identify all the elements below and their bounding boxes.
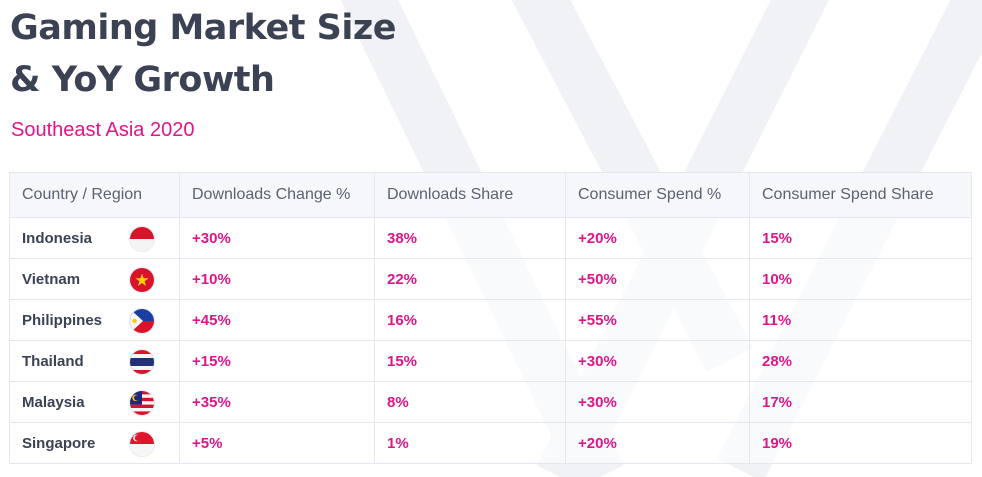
downloads-share-cell: 16% bbox=[374, 299, 566, 341]
downloads-change-cell: +10% bbox=[179, 258, 375, 300]
consumer-spend-share-cell: 10% bbox=[749, 258, 972, 300]
consumer-spend-share-cell: 11% bbox=[749, 299, 972, 341]
table-header-row: Country / Region Downloads Change % Down… bbox=[9, 172, 972, 218]
singapore-flag-icon bbox=[129, 431, 155, 457]
country-name: Philippines bbox=[22, 311, 103, 329]
consumer-spend-share-cell: 17% bbox=[749, 381, 972, 423]
column-header-consumer-spend: Consumer Spend % bbox=[565, 172, 750, 218]
title-line-2: & YoY Growth bbox=[10, 60, 275, 100]
page-title: Gaming Market Size & YoY Growth bbox=[10, 2, 396, 106]
consumer-spend-share-cell: 19% bbox=[749, 422, 972, 464]
country-cell: Indonesia bbox=[9, 217, 180, 259]
table-row: Indonesia +30% 38% +20% 15% bbox=[9, 217, 972, 259]
country-cell: Vietnam bbox=[9, 258, 180, 300]
table-row: Malaysia +35% 8% +30% 17% bbox=[9, 381, 972, 423]
consumer-spend-cell: +30% bbox=[565, 381, 750, 423]
table-row: Singapore +5% 1% +20% 19% bbox=[9, 422, 972, 464]
consumer-spend-share-cell: 15% bbox=[749, 217, 972, 259]
country-name: Indonesia bbox=[22, 229, 93, 247]
thailand-flag-icon bbox=[129, 349, 155, 375]
consumer-spend-cell: +20% bbox=[565, 217, 750, 259]
downloads-change-cell: +15% bbox=[179, 340, 375, 382]
consumer-spend-cell: +50% bbox=[565, 258, 750, 300]
downloads-change-cell: +30% bbox=[179, 217, 375, 259]
consumer-spend-cell: +55% bbox=[565, 299, 750, 341]
indonesia-flag-icon bbox=[129, 226, 155, 252]
table-row: Vietnam +10% 22% +50% 10% bbox=[9, 258, 972, 300]
country-name: Thailand bbox=[22, 352, 84, 370]
column-header-country: Country / Region bbox=[9, 172, 180, 218]
philippines-flag-icon bbox=[129, 308, 155, 334]
vietnam-flag-icon bbox=[129, 267, 155, 293]
country-name: Singapore bbox=[22, 434, 96, 452]
downloads-change-cell: +35% bbox=[179, 381, 375, 423]
title-line-1: Gaming Market Size bbox=[10, 8, 396, 48]
market-table: Country / Region Downloads Change % Down… bbox=[9, 172, 972, 464]
downloads-change-cell: +5% bbox=[179, 422, 375, 464]
downloads-share-cell: 8% bbox=[374, 381, 566, 423]
consumer-spend-cell: +30% bbox=[565, 340, 750, 382]
country-cell: Philippines bbox=[9, 299, 180, 341]
country-cell: Singapore bbox=[9, 422, 180, 464]
column-header-downloads-change: Downloads Change % bbox=[179, 172, 375, 218]
downloads-share-cell: 22% bbox=[374, 258, 566, 300]
country-cell: Thailand bbox=[9, 340, 180, 382]
table-row: Philippines +45% 16% +55% 11% bbox=[9, 299, 972, 341]
country-cell: Malaysia bbox=[9, 381, 180, 423]
downloads-share-cell: 38% bbox=[374, 217, 566, 259]
downloads-change-cell: +45% bbox=[179, 299, 375, 341]
consumer-spend-share-cell: 28% bbox=[749, 340, 972, 382]
country-name: Malaysia bbox=[22, 393, 85, 411]
page-subtitle: Southeast Asia 2020 bbox=[11, 119, 195, 141]
consumer-spend-cell: +20% bbox=[565, 422, 750, 464]
table-row: Thailand +15% 15% +30% 28% bbox=[9, 340, 972, 382]
column-header-downloads-share: Downloads Share bbox=[374, 172, 566, 218]
country-name: Vietnam bbox=[22, 270, 81, 288]
column-header-consumer-spend-share: Consumer Spend Share bbox=[749, 172, 972, 218]
malaysia-flag-icon bbox=[129, 390, 155, 416]
downloads-share-cell: 15% bbox=[374, 340, 566, 382]
downloads-share-cell: 1% bbox=[374, 422, 566, 464]
